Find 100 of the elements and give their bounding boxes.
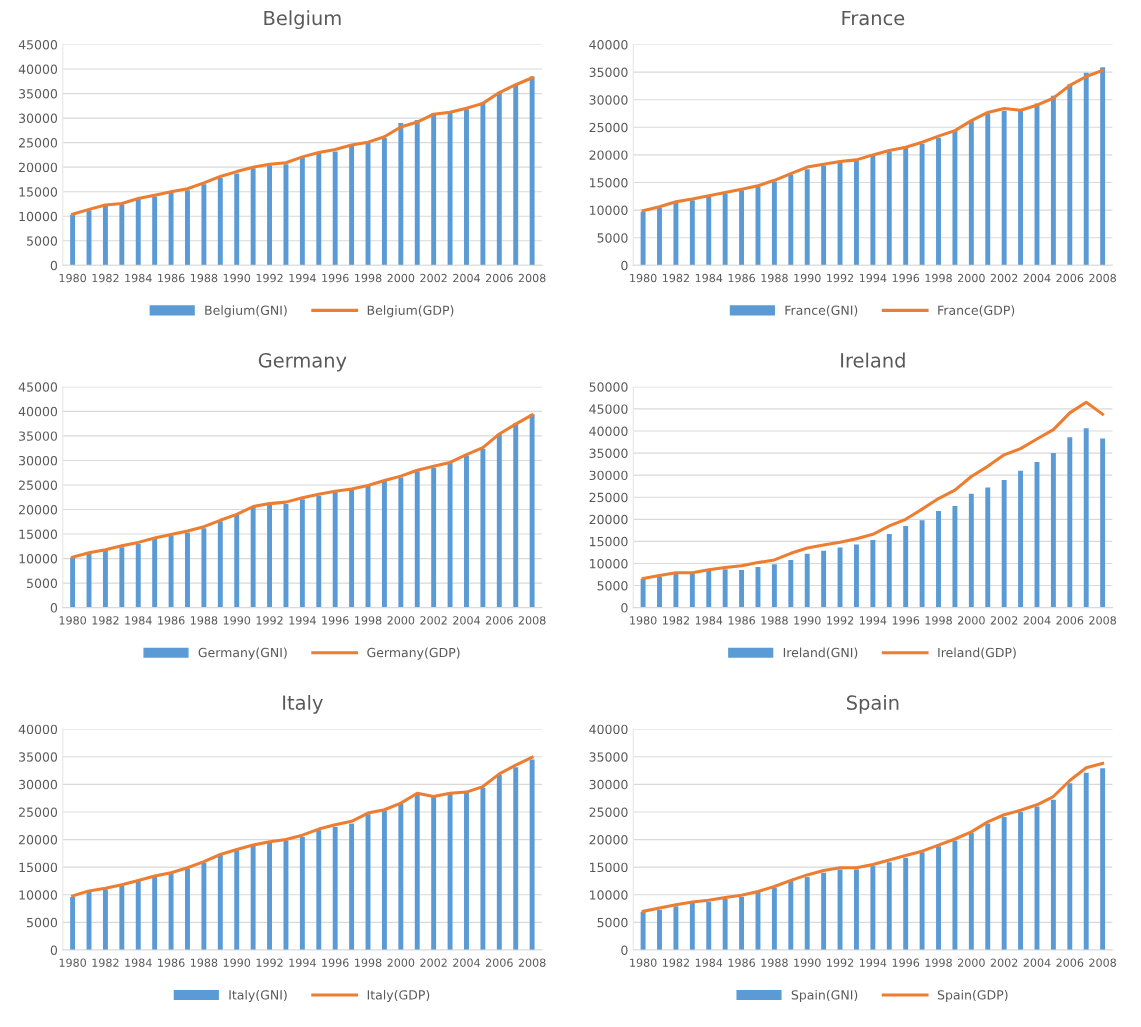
bar <box>657 576 662 608</box>
bar <box>903 857 909 950</box>
bar <box>250 168 256 266</box>
bar <box>968 120 974 266</box>
x-tick-label: 1986 <box>728 958 756 967</box>
bar <box>640 911 646 950</box>
bar <box>673 573 679 608</box>
x-tick-label: 2000 <box>958 958 985 967</box>
bar <box>267 842 272 950</box>
bar <box>398 123 404 266</box>
x-tick-label: 1986 <box>158 273 185 283</box>
y-tick-label: 30000 <box>19 455 58 466</box>
x-tick-label: 2008 <box>1089 273 1117 283</box>
bar <box>771 181 777 266</box>
bar <box>1100 67 1106 266</box>
bar <box>201 528 207 608</box>
bar <box>689 200 695 266</box>
bar <box>70 557 76 608</box>
bar <box>168 535 174 608</box>
bar <box>283 840 289 950</box>
y-tick-label: 0 <box>621 945 628 955</box>
bar <box>135 199 141 266</box>
bar <box>968 493 974 608</box>
bar <box>234 173 240 266</box>
x-tick-label: 1980 <box>59 616 86 625</box>
chart-title: Ireland <box>841 352 905 368</box>
bar <box>952 130 958 266</box>
x-tick-label: 1984 <box>125 958 152 967</box>
bar <box>1018 811 1024 950</box>
y-tick-label: 10000 <box>590 890 628 900</box>
chart-title: Spain <box>846 694 899 714</box>
bar <box>349 489 355 608</box>
bar <box>1100 768 1106 950</box>
legend-label: Spain(GNI) <box>791 989 858 1003</box>
bar <box>706 901 712 950</box>
bar <box>447 462 453 608</box>
line-series <box>71 755 534 898</box>
bar <box>689 573 695 608</box>
bar <box>1018 470 1024 608</box>
bar <box>332 492 338 608</box>
x-tick-label: 2000 <box>958 616 985 625</box>
y-tick-label: 25000 <box>19 138 58 148</box>
bar <box>332 826 338 950</box>
line-series <box>641 68 1105 213</box>
bar <box>464 109 469 266</box>
bar <box>102 889 108 950</box>
x-tick-label: 1984 <box>695 273 723 283</box>
bar <box>821 165 827 266</box>
x-tick-label: 1996 <box>322 273 349 283</box>
x-tick-label: 2000 <box>958 273 985 283</box>
y-tick-label: 15000 <box>19 529 58 539</box>
bar <box>119 204 125 266</box>
bar <box>349 144 355 266</box>
bar <box>316 830 322 950</box>
bar <box>1001 816 1007 950</box>
x-tick-label: 2002 <box>990 616 1018 625</box>
bar <box>804 169 810 266</box>
line-series <box>641 761 1105 913</box>
bar <box>936 510 941 608</box>
x-tick-label: 2000 <box>387 616 415 625</box>
bar <box>283 164 289 266</box>
x-tick-label: 1982 <box>663 958 689 967</box>
bar <box>185 190 190 266</box>
bar <box>299 157 305 266</box>
x-tick-label: 1996 <box>892 273 920 283</box>
bar <box>936 137 941 266</box>
y-tick-label: 50000 <box>589 382 628 392</box>
y-tick-label: 20000 <box>19 162 58 173</box>
x-tick-label: 1988 <box>761 616 788 625</box>
bar <box>689 903 695 950</box>
y-tick-label: 35000 <box>19 752 58 762</box>
legend-label: Germany(GDP) <box>367 647 460 660</box>
bar <box>217 177 223 266</box>
x-tick-label: 2008 <box>1089 616 1117 625</box>
x-tick-label: 1988 <box>190 616 218 625</box>
bar <box>804 877 810 950</box>
bar <box>102 205 108 266</box>
x-tick-label: 1988 <box>761 958 788 967</box>
bar <box>480 102 486 266</box>
bar <box>217 521 223 608</box>
bar <box>985 487 991 608</box>
y-tick-label: 35000 <box>19 89 58 99</box>
bar <box>513 423 519 608</box>
bar <box>722 193 728 266</box>
x-tick-label: 1982 <box>663 616 689 625</box>
y-tick-label: 20000 <box>589 514 628 525</box>
x-tick-label: 1982 <box>92 958 119 967</box>
legend-label: Italy(GNI) <box>229 989 287 1003</box>
bar <box>837 162 843 266</box>
x-tick-label: 1998 <box>925 958 952 967</box>
bar <box>870 156 876 266</box>
bar <box>414 794 420 950</box>
y-tick-label: 20000 <box>19 835 58 845</box>
x-tick-label: 1996 <box>322 616 349 625</box>
bar <box>870 866 876 950</box>
bar <box>250 845 256 950</box>
chart-title: Germany <box>258 352 347 372</box>
x-tick-label: 2008 <box>1089 958 1117 967</box>
x-tick-label: 1994 <box>859 273 887 283</box>
x-tick-label: 2002 <box>990 958 1018 967</box>
